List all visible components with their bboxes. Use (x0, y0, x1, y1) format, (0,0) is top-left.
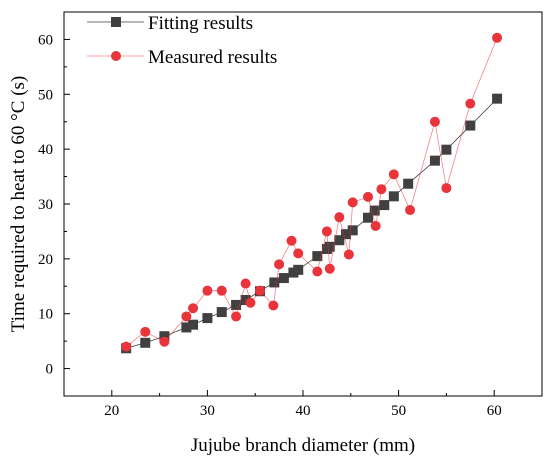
measured-point (334, 212, 345, 223)
fitting-point (441, 144, 452, 155)
fitting-point (379, 200, 390, 211)
fitting-point (202, 313, 213, 324)
measured-point (429, 116, 440, 127)
series-group (121, 32, 503, 354)
fitting-point (293, 264, 304, 275)
measured-point (181, 311, 192, 322)
fitting-point (334, 235, 345, 246)
fitting-point (231, 299, 242, 310)
measured-point (441, 183, 452, 194)
fitting-point (341, 229, 352, 240)
y-tick-label: 50 (38, 87, 53, 103)
y-tick-label: 10 (38, 307, 53, 323)
x-tick-label: 40 (296, 403, 311, 419)
fitting-point (363, 212, 374, 223)
measured-point (347, 197, 358, 208)
x-tick-label: 60 (487, 403, 502, 419)
y-tick-label: 40 (38, 142, 53, 158)
measured-point (405, 205, 416, 216)
x-axis-label: Jujube branch diameter (mm) (191, 435, 415, 456)
plot-frame (63, 11, 543, 397)
fitting-point (159, 331, 170, 342)
measured-point (274, 259, 285, 270)
measured-point (370, 220, 381, 231)
fitting-point (269, 277, 280, 288)
legend-label-fitting: Fitting results (148, 13, 253, 34)
measured-point (492, 32, 503, 43)
x-tick-label: 50 (391, 403, 406, 419)
measured-point (216, 285, 227, 296)
fitting-point (324, 241, 335, 252)
axis-ticks: 20 30 40 50 60 0 10 20 30 40 50 60 (38, 11, 543, 419)
legend: Fitting results Measured results (87, 13, 277, 68)
measured-point (245, 297, 256, 308)
fitting-point (278, 273, 289, 284)
measured-point (188, 303, 199, 314)
measured-point (231, 311, 242, 322)
fitting-point (403, 178, 414, 189)
fitting-point (429, 155, 440, 166)
series-line-1 (125, 37, 498, 347)
measured-point (254, 285, 265, 296)
fitting-point (347, 225, 358, 236)
measured-point (376, 184, 387, 195)
fitting-point (216, 307, 227, 318)
measured-point (388, 169, 399, 180)
x-tick-label: 20 (104, 403, 119, 419)
measured-point (343, 249, 354, 260)
measured-point (312, 266, 323, 277)
y-tick-label: 20 (38, 252, 53, 268)
fitting-point (369, 205, 380, 216)
measured-point (240, 278, 251, 289)
legend-label-measured: Measured results (148, 47, 277, 68)
fitting-point (240, 295, 251, 305)
measured-point (363, 191, 374, 202)
measured-point (465, 98, 476, 109)
y-tick-label: 0 (46, 362, 54, 378)
measured-point (121, 341, 132, 352)
measured-point (286, 235, 297, 246)
legend-marker-fitting (111, 17, 121, 27)
fitting-point (140, 337, 151, 348)
measured-point (321, 226, 332, 237)
fitting-point (188, 319, 199, 330)
measured-point (202, 285, 213, 296)
fitting-point (181, 322, 192, 333)
y-axis-label: Time required to heat to 60 °C (s) (8, 76, 29, 333)
x-tick-label: 30 (200, 403, 215, 419)
legend-marker-measured (111, 51, 121, 61)
y-tick-label: 30 (38, 197, 53, 213)
fitting-point (492, 93, 503, 104)
measured-point (293, 248, 304, 259)
fitting-point (312, 251, 323, 262)
series-line-0 (125, 98, 498, 349)
fitting-point (388, 191, 399, 202)
y-tick-label: 60 (38, 32, 53, 48)
measured-point (159, 336, 170, 347)
measured-point (324, 263, 335, 274)
measured-point (268, 300, 279, 311)
fitting-point (465, 120, 476, 131)
measured-point (140, 326, 151, 337)
